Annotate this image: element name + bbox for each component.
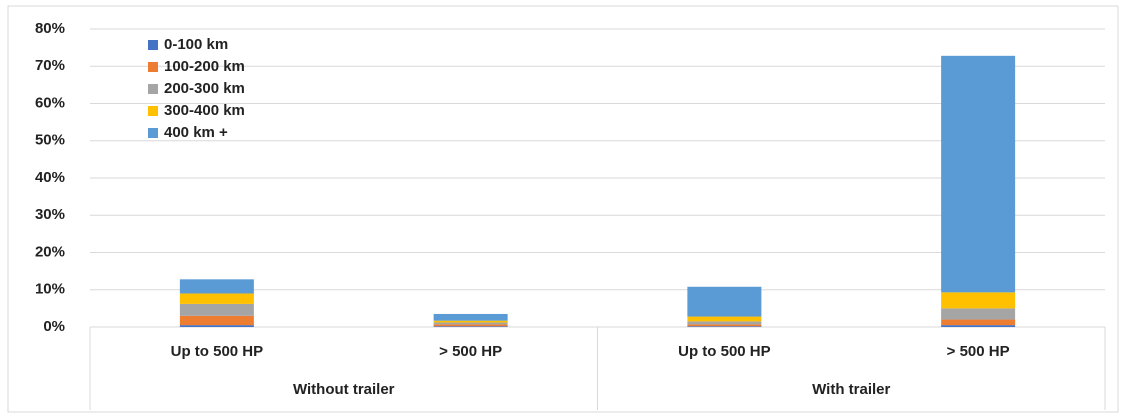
x-tick-label: Up to 500 HP: [678, 343, 771, 360]
legend-swatch: [148, 128, 158, 138]
bar-segment: [433, 322, 508, 325]
bar-segment: [687, 286, 762, 317]
bar-segment: [941, 319, 1016, 326]
legend-swatch: [148, 40, 158, 50]
y-tick-label: 10%: [35, 281, 65, 298]
bar-segment: [687, 326, 762, 327]
bar-segment: [687, 324, 762, 327]
bar-segment: [433, 324, 508, 327]
bar-segment: [941, 292, 1016, 309]
x-tick-label: > 500 HP: [947, 343, 1010, 360]
y-tick-label: 40%: [35, 169, 65, 186]
x-tick-label: > 500 HP: [439, 343, 502, 360]
legend-label: 400 km +: [164, 124, 228, 141]
legend-label: 0-100 km: [164, 36, 228, 53]
legend-swatch: [148, 84, 158, 94]
bar-segment: [179, 293, 254, 304]
group-label: Without trailer: [293, 381, 395, 398]
y-tick-label: 0%: [43, 318, 65, 335]
chart-border: [7, 5, 1119, 413]
y-tick-label: 20%: [35, 243, 65, 260]
x-tick-label: Up to 500 HP: [171, 343, 264, 360]
group-label: With trailer: [812, 381, 890, 398]
y-tick-label: 60%: [35, 94, 65, 111]
legend-label: 300-400 km: [164, 102, 245, 119]
legend-swatch: [148, 62, 158, 72]
legend-label: 100-200 km: [164, 58, 245, 75]
bar-segment: [433, 326, 508, 327]
bar-segment: [433, 320, 508, 323]
y-tick-label: 30%: [35, 206, 65, 223]
bar-segment: [179, 315, 254, 326]
legend-swatch: [148, 106, 158, 116]
bar-segment: [433, 313, 508, 321]
y-tick-label: 50%: [35, 132, 65, 149]
bar-segment: [179, 303, 254, 316]
bar-segment: [179, 325, 254, 327]
bar-segment: [941, 308, 1016, 320]
bar-segment: [179, 279, 254, 294]
bar-segment: [687, 321, 762, 325]
bar-segment: [941, 55, 1016, 293]
y-tick-label: 70%: [35, 57, 65, 74]
bar-segment: [941, 325, 1016, 327]
bar-segment: [687, 316, 762, 322]
legend-label: 200-300 km: [164, 80, 245, 97]
y-tick-label: 80%: [35, 20, 65, 37]
